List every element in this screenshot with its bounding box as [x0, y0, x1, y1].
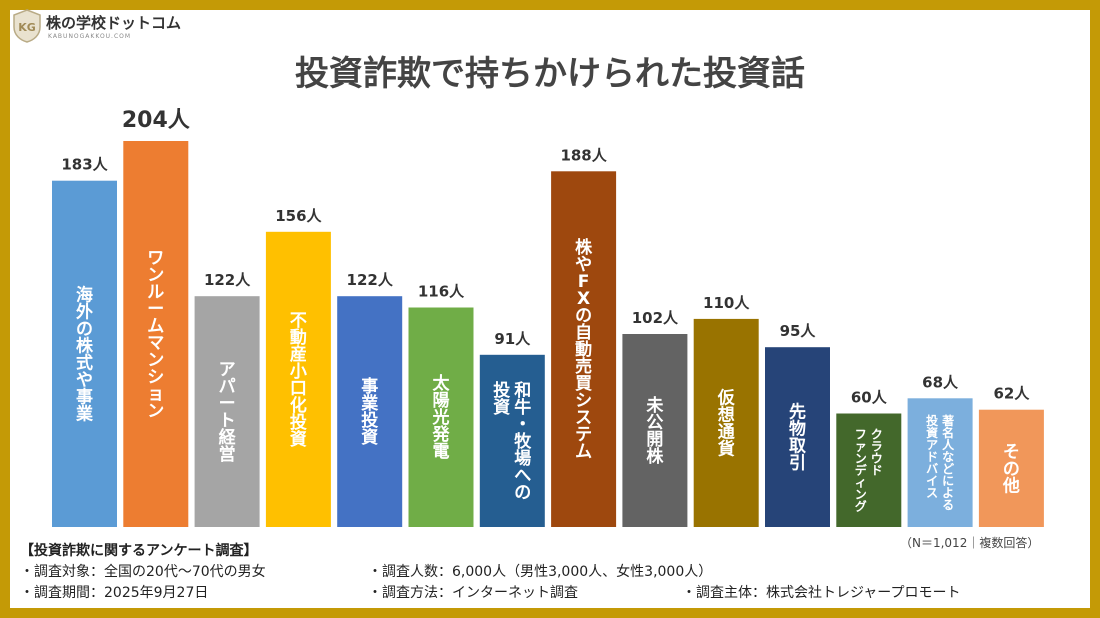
shield-logo-icon: KG	[13, 9, 41, 43]
category-label-12: クラウドファンディング	[855, 427, 883, 513]
value-label-5: 122人	[347, 271, 394, 289]
value-label-10: 110人	[703, 294, 750, 312]
value-label-11: 95人	[780, 322, 817, 340]
bar-12	[836, 413, 902, 527]
value-label-8: 188人	[560, 146, 607, 164]
category-label-11: 先物取引	[789, 402, 806, 474]
brand-subtitle: KABUNOGAKKOU.COM	[48, 33, 132, 40]
value-label-13: 68人	[922, 373, 959, 391]
bar-3	[194, 296, 260, 527]
value-label-3: 122人	[204, 271, 251, 289]
bar-1	[52, 180, 117, 527]
chart-title: 投資詐欺で持ちかけられた投資話	[295, 54, 805, 94]
value-label-4: 156人	[275, 207, 322, 225]
bar-5	[337, 296, 403, 527]
survey-respondents: ・調査人数：6,000人（男性3,000人、女性3,000人）	[368, 564, 713, 580]
survey-method: ・調査方法：インターネット調査	[368, 585, 578, 601]
bar-4	[265, 231, 331, 528]
survey-period: ・調査期間：2025年9月27日	[20, 585, 209, 601]
category-label-6: 太陽光発電	[432, 373, 451, 462]
survey-title: 【投資詐欺に関するアンケート調査】	[20, 543, 258, 559]
bar-8	[551, 171, 617, 528]
category-label-8: 株や F X の自動売買システム	[575, 237, 593, 462]
logo-badge-text: KG	[18, 21, 36, 34]
category-label-1: 海外の株式や事業	[76, 284, 94, 424]
value-label-6: 116人	[418, 283, 465, 301]
bar-2	[123, 141, 189, 527]
survey-organizer: ・調査主体：株式会社トレジャープロモート	[682, 585, 961, 601]
category-label-9: 未公開株	[645, 395, 664, 467]
bar-14	[978, 409, 1044, 527]
bar-13	[907, 398, 973, 527]
category-label-7: 和牛・牧場への投資	[493, 380, 532, 503]
category-label-13: 著名人などによる投資アドバイス	[926, 413, 955, 512]
bar-7	[479, 354, 545, 527]
category-label-10: 仮想通貨	[717, 387, 736, 459]
brand-name: 株の学校ドットコム	[46, 14, 182, 32]
sample-note: （N＝1,012｜複数回答）	[900, 536, 1040, 550]
survey-target: ・調査対象：全国の20代～70代の男女	[20, 564, 266, 580]
value-label-12: 60人	[851, 389, 888, 407]
category-label-14: その他	[1002, 442, 1020, 496]
category-label-3: アパート経営	[219, 360, 237, 465]
category-label-5: 事業投資	[361, 377, 378, 448]
category-label-4: 不動産小口化投資	[290, 311, 307, 450]
bar-11	[765, 347, 830, 527]
value-label-2: 204人	[122, 108, 190, 133]
bar-6	[408, 307, 474, 527]
value-label-14: 62人	[993, 385, 1030, 403]
bar-9	[622, 334, 688, 527]
value-label-7: 91人	[494, 330, 531, 348]
bar-10	[693, 318, 759, 527]
value-label-1: 183人	[61, 156, 108, 174]
brand-logo: KG 株の学校ドットコム KABUNOGAKKOU.COM	[12, 9, 202, 49]
value-label-9: 102人	[632, 309, 679, 327]
category-label-2: ワンルームマンション	[147, 248, 164, 421]
